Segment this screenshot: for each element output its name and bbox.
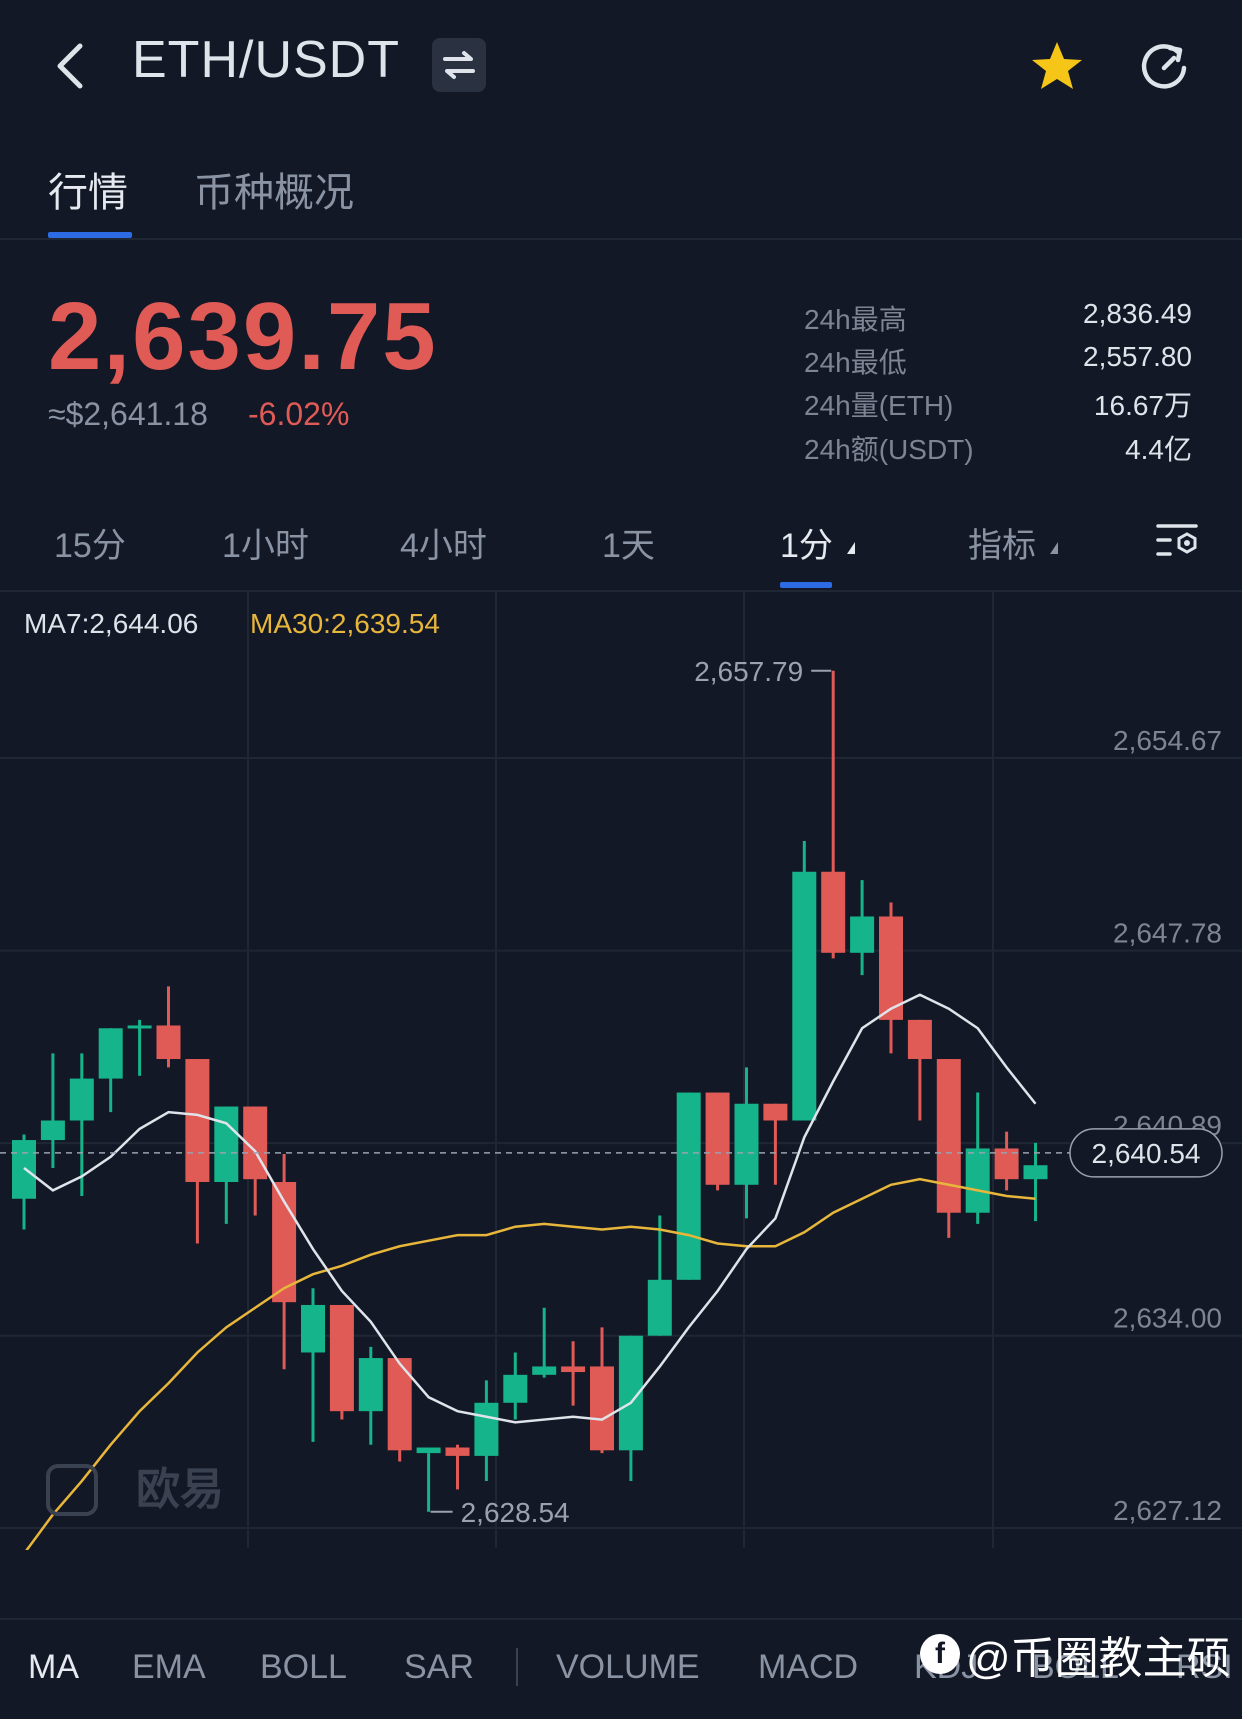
candle-body bbox=[850, 916, 875, 953]
indicator-dropdown[interactable]: 指标 bbox=[968, 518, 1058, 567]
stat-value-24h-turnover: 4.4亿 bbox=[1125, 434, 1192, 465]
indicator-boll-sub[interactable]: BOLL bbox=[1032, 1648, 1119, 1686]
indicator-label: 指标 bbox=[968, 527, 1036, 565]
tab-coin-overview[interactable]: 币种概况 bbox=[194, 171, 354, 215]
interval-1h[interactable]: 1小时 bbox=[222, 527, 309, 565]
indicator-ma[interactable]: MA bbox=[28, 1648, 79, 1686]
price-change-percent: -6.02% bbox=[248, 396, 350, 432]
tab-market[interactable]: 行情 bbox=[48, 171, 128, 215]
stat-value-24h-volume: 16.67万 bbox=[1093, 390, 1192, 421]
last-price: 2,639.75 bbox=[48, 283, 438, 390]
candle-body bbox=[98, 1028, 123, 1079]
interval-active-indicator bbox=[780, 582, 832, 588]
y-tick-label: 2,647.78 bbox=[1113, 918, 1222, 949]
candle-body bbox=[879, 916, 903, 1020]
divider bbox=[0, 1618, 1242, 1620]
ma7-line bbox=[23, 993, 1037, 1424]
chart-settings-icon[interactable] bbox=[1156, 518, 1200, 562]
stat-label-24h-high: 24h最高 bbox=[804, 304, 907, 335]
chevron-left-icon[interactable] bbox=[48, 36, 96, 96]
watermark-text: @币圈教主硕 bbox=[966, 1634, 1231, 1683]
y-tick-label: 2,627.12 bbox=[1113, 1495, 1222, 1526]
candlestick-chart[interactable]: 2,654.672,647.782,640.892,634.002,627.12… bbox=[0, 592, 1242, 1550]
interval-15m[interactable]: 15分 bbox=[54, 527, 126, 565]
interval-1d[interactable]: 1天 bbox=[602, 527, 655, 565]
candle-body bbox=[503, 1374, 528, 1403]
candle-body bbox=[185, 1059, 210, 1182]
chart-watermark-text: 欧易 bbox=[136, 1465, 224, 1514]
ma30-legend: MA30:2,639.54 bbox=[250, 608, 440, 639]
interval-1m-label: 1分 bbox=[780, 527, 833, 565]
stat-label-24h-volume: 24h量(ETH) bbox=[804, 390, 954, 421]
candle-body bbox=[763, 1103, 788, 1121]
ma30-line bbox=[25, 1177, 1036, 1550]
interval-1m-dropdown[interactable]: 1分 bbox=[780, 518, 855, 567]
watermark-badge: f bbox=[920, 1634, 960, 1674]
ma7-legend: MA7:2,644.06 bbox=[24, 608, 199, 639]
refresh-icon[interactable] bbox=[1136, 38, 1192, 94]
high-price-label: 2,657.79 bbox=[694, 656, 803, 687]
candle-body bbox=[907, 1019, 932, 1060]
interval-4h[interactable]: 4小时 bbox=[400, 527, 487, 565]
candle-body bbox=[474, 1402, 499, 1456]
stat-value-24h-high: 2,836.49 bbox=[1083, 298, 1192, 329]
indicator-rsi[interactable]: RSI bbox=[1176, 1648, 1233, 1686]
dropdown-triangle-icon bbox=[846, 542, 855, 555]
candle-body bbox=[301, 1304, 325, 1353]
okx-logo-icon bbox=[46, 1464, 98, 1516]
candle-body bbox=[792, 871, 817, 1121]
current-price-badge bbox=[1069, 1128, 1223, 1178]
candle-body bbox=[40, 1120, 65, 1141]
candle-body bbox=[561, 1366, 586, 1373]
low-price-label: 2,628.54 bbox=[461, 1497, 570, 1528]
candle-body bbox=[647, 1279, 672, 1336]
stat-label-24h-turnover: 24h额(USDT) bbox=[804, 434, 974, 465]
candle-body bbox=[214, 1106, 239, 1182]
candle-body bbox=[329, 1304, 354, 1412]
candle-body bbox=[965, 1148, 990, 1213]
candle-body bbox=[127, 1025, 152, 1029]
dropdown-triangle-icon bbox=[1050, 542, 1058, 555]
y-tick-label: 2,654.67 bbox=[1113, 725, 1222, 756]
candle-body bbox=[936, 1059, 961, 1213]
source-watermark: f @币圈教主硕 bbox=[920, 1622, 1231, 1686]
candle-body bbox=[69, 1078, 94, 1121]
star-icon[interactable] bbox=[1028, 38, 1086, 96]
divider bbox=[0, 238, 1242, 240]
indicator-separator bbox=[516, 1648, 518, 1686]
tab-active-indicator bbox=[48, 232, 132, 238]
candle-body bbox=[358, 1358, 383, 1412]
candle-body bbox=[676, 1092, 701, 1280]
candle-body bbox=[445, 1447, 470, 1456]
candle-body bbox=[1023, 1165, 1048, 1180]
candle-body bbox=[156, 1025, 181, 1060]
indicator-volume[interactable]: VOLUME bbox=[556, 1648, 700, 1686]
stat-value-24h-low: 2,557.80 bbox=[1083, 341, 1192, 372]
candle-body bbox=[590, 1366, 614, 1451]
candle-body bbox=[821, 871, 846, 953]
current-price-label: 2,640.54 bbox=[1092, 1138, 1201, 1169]
usd-equivalent: ≈$2,641.18 bbox=[48, 396, 208, 432]
indicator-ema[interactable]: EMA bbox=[132, 1648, 206, 1686]
candle-body bbox=[532, 1366, 557, 1375]
swap-arrows-icon bbox=[443, 51, 475, 79]
stat-label-24h-low: 24h最低 bbox=[804, 347, 907, 378]
y-tick-label: 2,634.00 bbox=[1113, 1303, 1222, 1334]
candle-body bbox=[705, 1092, 730, 1185]
divider bbox=[0, 590, 1242, 592]
indicator-sar[interactable]: SAR bbox=[404, 1648, 474, 1686]
pair-title: ETH/USDT bbox=[132, 31, 400, 89]
swap-pair-button[interactable] bbox=[432, 38, 486, 92]
indicator-boll[interactable]: BOLL bbox=[260, 1648, 347, 1686]
candle-body bbox=[734, 1103, 759, 1185]
indicator-macd[interactable]: MACD bbox=[758, 1648, 859, 1686]
candle-body bbox=[416, 1447, 441, 1454]
